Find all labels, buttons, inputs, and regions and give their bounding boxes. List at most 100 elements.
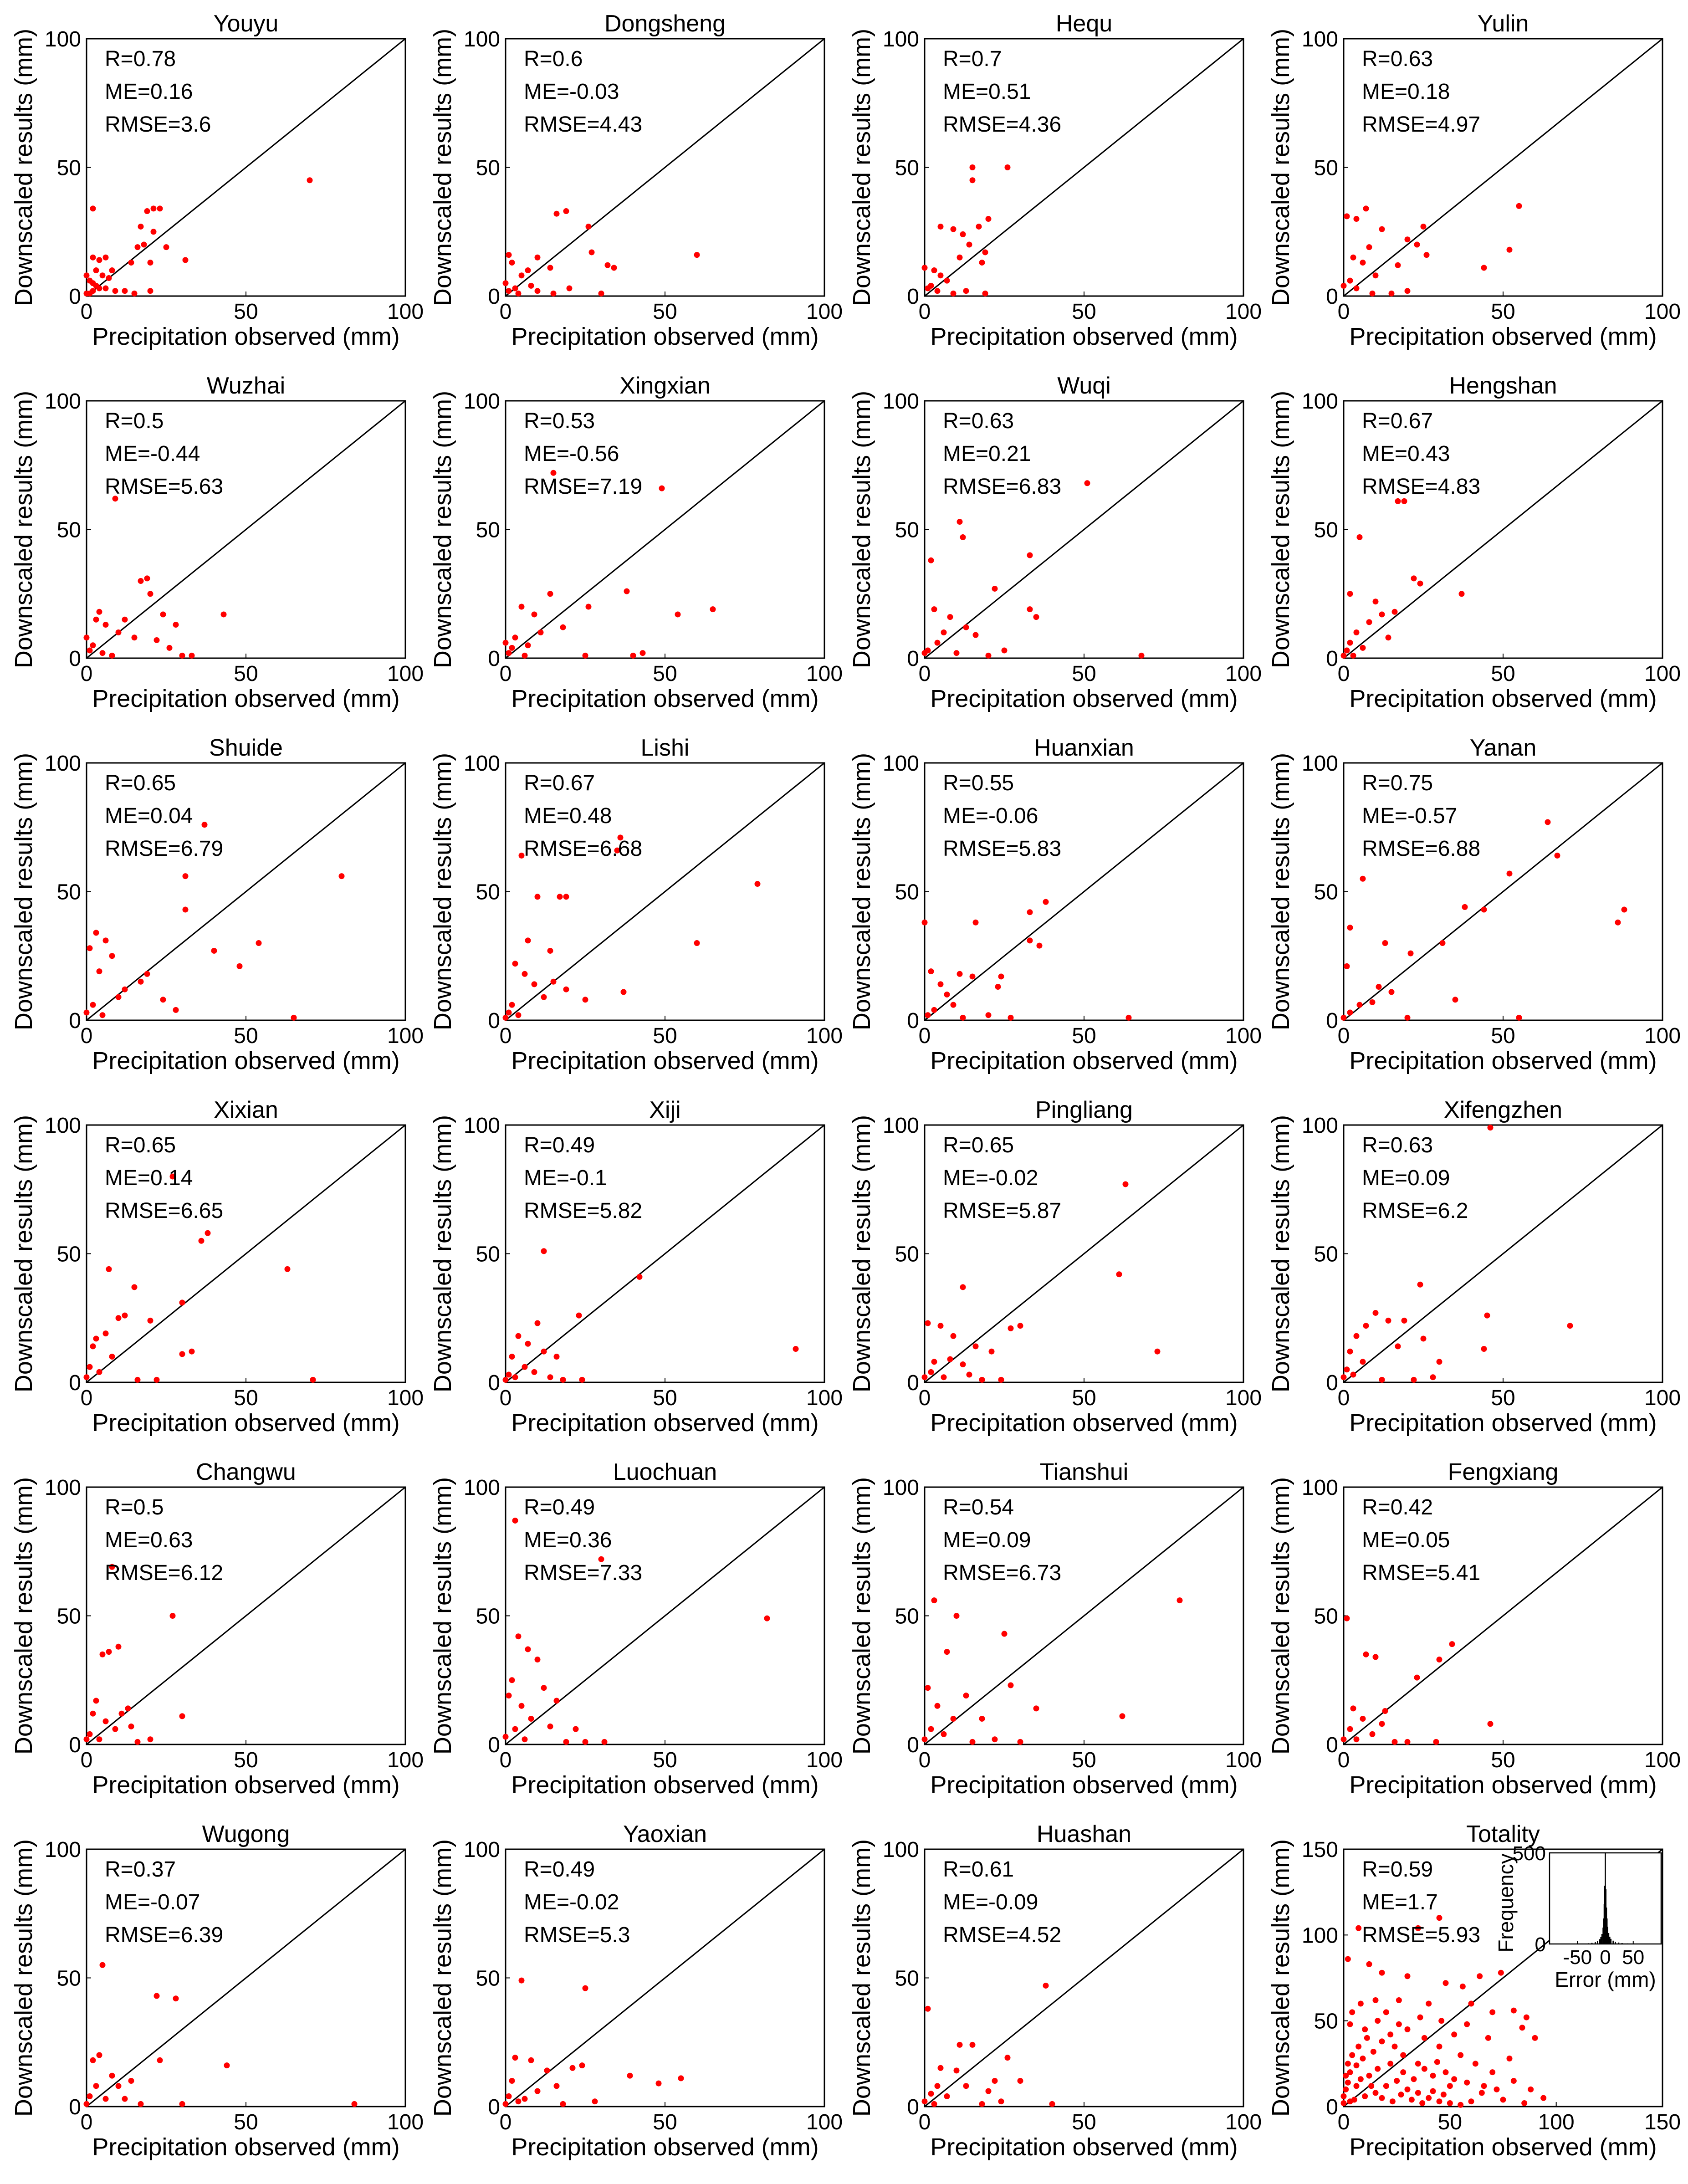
data-point: [96, 1369, 102, 1375]
data-point: [1494, 2086, 1500, 2092]
data-point: [1350, 1705, 1356, 1712]
data-point: [169, 1173, 176, 1180]
data-point: [131, 634, 138, 641]
data-point: [1411, 1376, 1417, 1383]
data-point: [90, 288, 96, 294]
x-tick-label: 50: [1491, 300, 1515, 324]
data-point: [1404, 288, 1411, 294]
data-point: [525, 267, 531, 273]
data-point: [1343, 2072, 1349, 2079]
data-point: [963, 624, 969, 630]
data-point: [1008, 1014, 1014, 1021]
x-axis-label: Precipitation observed (mm): [930, 2133, 1238, 2161]
x-tick-label: 0: [81, 300, 93, 324]
data-point: [115, 2083, 122, 2089]
data-point: [1385, 634, 1391, 641]
data-point: [1451, 2031, 1458, 2038]
data-point: [931, 1597, 937, 1604]
data-point: [1116, 1271, 1122, 1278]
data-point: [1344, 1366, 1350, 1373]
data-point: [1345, 1956, 1351, 1962]
stat-rmse: RMSE=6.39: [105, 1923, 223, 1947]
x-tick-label: 0: [1338, 1386, 1350, 1410]
y-axis-label: Downscaled results (mm): [1267, 391, 1294, 668]
x-tick-label: 0: [500, 300, 512, 324]
y-tick-label: 100: [45, 27, 81, 51]
data-point: [998, 2098, 1004, 2105]
stat-r: R=0.63: [1362, 47, 1433, 71]
data-point: [541, 1685, 547, 1691]
data-point: [1340, 282, 1347, 289]
data-point: [173, 622, 179, 628]
y-tick-label: 0: [488, 1009, 500, 1033]
data-point: [598, 290, 604, 297]
data-point: [1347, 639, 1353, 646]
data-point: [102, 622, 109, 628]
data-point: [522, 1736, 528, 1743]
stat-me: ME=0.09: [943, 1528, 1031, 1552]
data-point: [925, 1320, 931, 1326]
stat-rmse: RMSE=3.6: [105, 113, 211, 137]
data-point: [87, 2093, 93, 2099]
data-point: [950, 226, 957, 232]
y-tick-label: 100: [464, 752, 500, 776]
x-axis-label: Precipitation observed (mm): [511, 1047, 818, 1074]
data-point: [1379, 1721, 1385, 1727]
y-axis-label: Downscaled results (mm): [10, 1839, 37, 2117]
data-point: [1394, 2078, 1400, 2084]
data-point: [1421, 2066, 1427, 2072]
data-point: [1176, 1597, 1183, 1604]
x-tick-label: 50: [234, 1748, 258, 1772]
data-point: [112, 288, 118, 294]
data-point: [1004, 2055, 1011, 2061]
data-point: [87, 647, 93, 654]
data-point: [179, 1351, 185, 1357]
data-point: [1363, 1651, 1369, 1657]
x-tick-label: 150: [1644, 2110, 1681, 2134]
x-tick-label: 50: [1072, 1748, 1096, 1772]
one-to-one-line: [924, 1486, 1244, 1745]
data-point: [921, 1374, 928, 1381]
x-tick-label: 50: [1072, 2110, 1096, 2134]
data-point: [128, 2078, 134, 2084]
x-tick-label: 50: [1491, 662, 1515, 686]
x-tick-label: 100: [1225, 2110, 1262, 2134]
stat-me: ME=-0.56: [524, 442, 619, 466]
data-point: [1411, 575, 1417, 582]
x-tick-label: 50: [1072, 1386, 1096, 1410]
data-point: [1350, 254, 1356, 261]
data-point: [1027, 606, 1033, 613]
data-point: [1345, 2079, 1351, 2086]
data-point: [1532, 2035, 1538, 2041]
data-point: [985, 216, 992, 222]
data-point: [1360, 1716, 1366, 1722]
stat-r: R=0.6: [524, 47, 583, 71]
data-point: [1340, 652, 1347, 659]
data-point: [969, 2041, 976, 2048]
data-point: [694, 940, 700, 946]
data-point: [537, 629, 544, 635]
stat-r: R=0.59: [1362, 1857, 1433, 1882]
x-axis-label: Precipitation observed (mm): [930, 1409, 1238, 1437]
data-point: [1001, 647, 1008, 654]
x-tick-label: 50: [234, 2110, 258, 2134]
data-point: [1411, 2076, 1417, 2082]
x-tick-label: 50: [653, 1748, 677, 1772]
one-to-one-line: [1343, 400, 1663, 659]
data-point: [1436, 1915, 1442, 1921]
data-point: [963, 288, 969, 294]
data-point: [93, 1335, 99, 1342]
data-point: [1404, 2026, 1411, 2032]
data-point: [102, 254, 109, 261]
x-tick-label: 50: [1491, 1024, 1515, 1048]
data-point: [182, 873, 189, 880]
stat-r: R=0.61: [943, 1857, 1014, 1882]
y-axis-label: Downscaled results (mm): [848, 29, 875, 306]
data-point: [1500, 2097, 1506, 2103]
stat-r: R=0.78: [105, 47, 176, 71]
data-point: [1027, 909, 1033, 916]
